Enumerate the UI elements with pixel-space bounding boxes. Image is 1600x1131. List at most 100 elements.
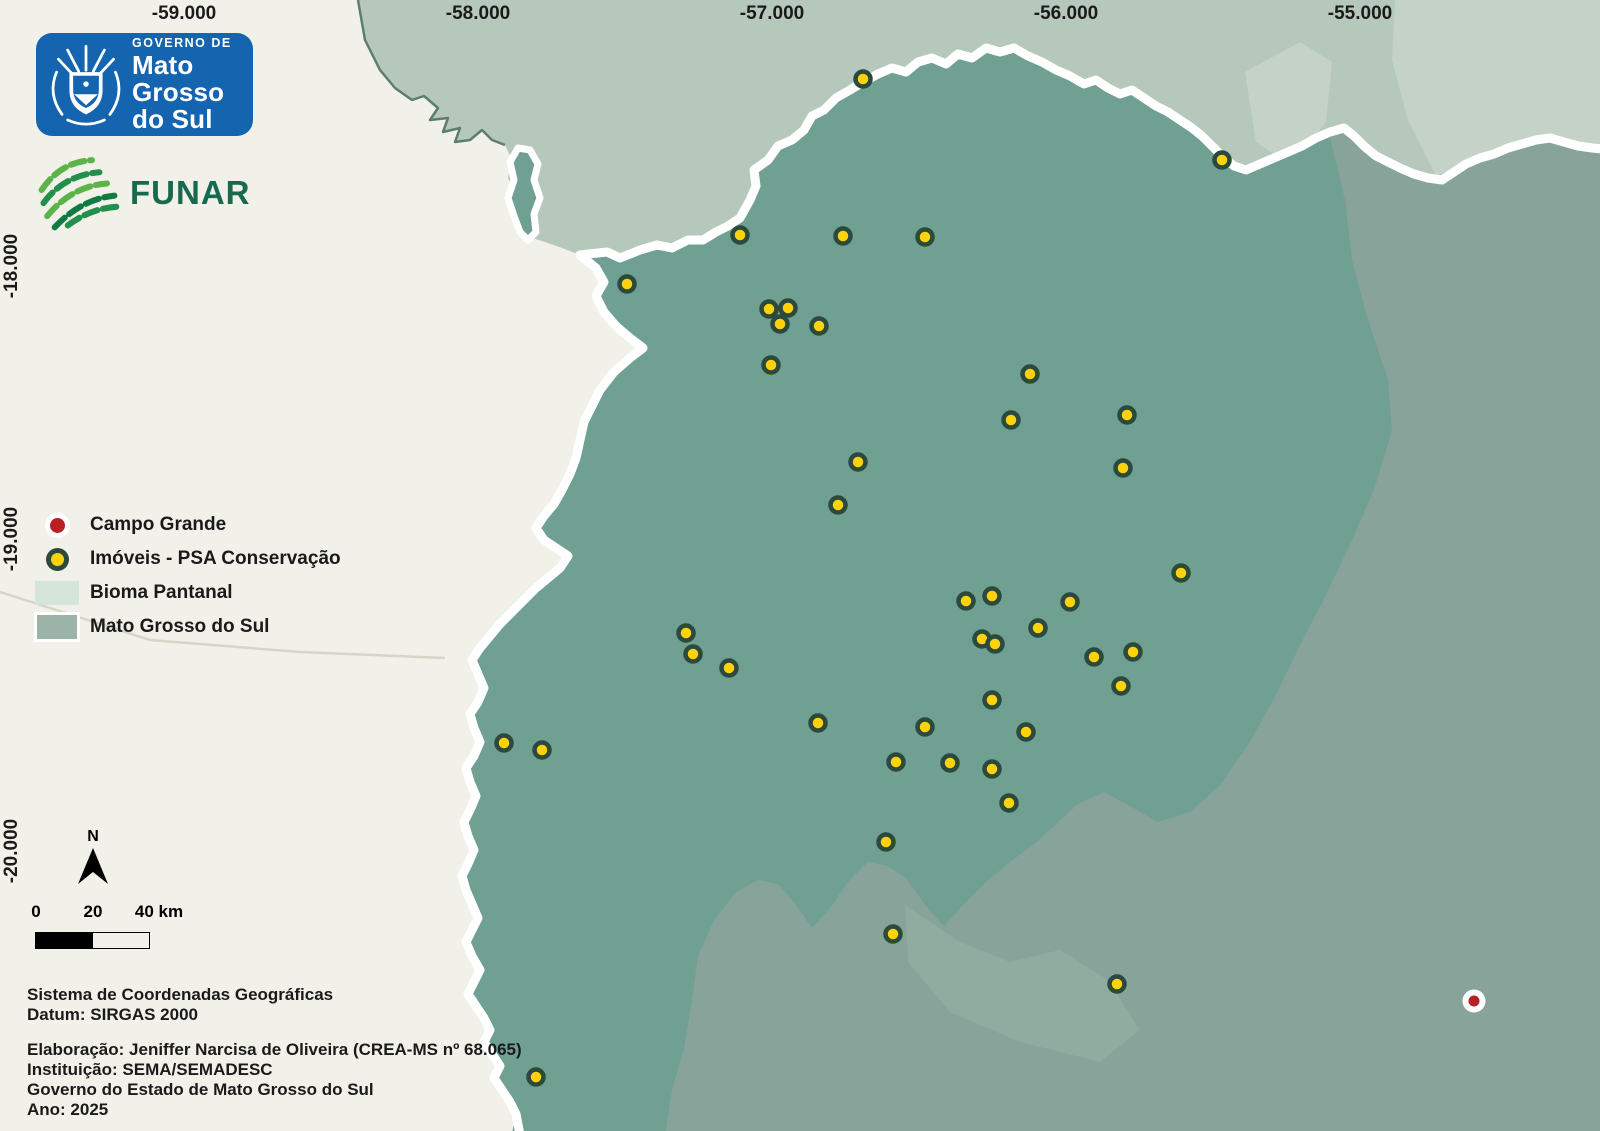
psa-conservation-point (1113, 458, 1133, 478)
legend-label: Campo Grande (90, 514, 227, 535)
psa-conservation-point (833, 226, 853, 246)
psa-conservation-point (985, 634, 1005, 654)
scale-bar-graphic (35, 932, 150, 949)
region-pale-light-blob (1245, 42, 1332, 166)
campo-grande-point (1462, 989, 1486, 1013)
axis-left-label: -18.000 (1, 233, 22, 299)
psa-conservation-point (532, 740, 552, 760)
scale-bar-tick: 40 km (134, 902, 184, 921)
axis-left-label: -19.000 (1, 506, 22, 572)
legend: Campo Grande Imóveis - PSA Conservação Bio… (34, 508, 341, 644)
psa-conservation-point (1028, 618, 1048, 638)
axis-top-label: -58.000 (445, 3, 511, 24)
funar-logo-icon (38, 157, 120, 231)
axis-left-label: -20.000 (1, 818, 22, 884)
psa-conservation-point (759, 299, 779, 319)
legend-label: Imóveis - PSA Conservação (90, 548, 341, 569)
gov-logo-line3: do Sul (132, 104, 213, 135)
point-red-icon (49, 517, 65, 533)
psa-conservation-point (719, 658, 739, 678)
psa-conservation-point (1016, 722, 1036, 742)
credit-line: Instituição: SEMA/SEMADESC (27, 1060, 273, 1079)
psa-conservation-point (940, 753, 960, 773)
north-arrow-icon (78, 848, 108, 884)
psa-conservation-point (1001, 410, 1021, 430)
psa-conservation-point (848, 452, 868, 472)
axis-top-label: -57.000 (739, 3, 805, 24)
psa-conservation-point (1020, 364, 1040, 384)
psa-conservation-point (1123, 642, 1143, 662)
psa-conservation-point (809, 316, 829, 336)
gov-logo-kicker: GOVERNO DE (132, 35, 232, 50)
psa-conservation-point (982, 690, 1002, 710)
psa-conservation-point (526, 1067, 546, 1087)
scale-bar: 0 20 40 km (27, 902, 187, 949)
campo-grande-layer (1462, 989, 1486, 1013)
psa-conservation-point (956, 591, 976, 611)
psa-conservation-point (1212, 150, 1232, 170)
state-border (457, 43, 1600, 1131)
axis-top-label: -55.000 (1327, 3, 1393, 24)
psa-conservation-point (915, 717, 935, 737)
ms-coat-of-arms-icon (51, 44, 121, 125)
credit-line: Datum: SIRGAS 2000 (27, 1005, 198, 1024)
credit-line: Ano: 2025 (27, 1100, 109, 1119)
psa-conservation-point (761, 355, 781, 375)
psa-conservation-point (915, 227, 935, 247)
gov-logo-line1: Mato (132, 50, 194, 81)
axis-top-label: -56.000 (1033, 3, 1099, 24)
point-yellow-icon (50, 552, 64, 566)
psa-conservation-point (683, 644, 703, 664)
psa-conservation-point (853, 69, 873, 89)
psa-conservation-point (778, 298, 798, 318)
legend-item-swatch-ms: Mato Grosso do Sul (34, 610, 341, 644)
map-credits: Sistema de Coordenadas Geográficas Datum:… (27, 985, 522, 1120)
psa-conservation-point (770, 314, 790, 334)
psa-conservation-point (1060, 592, 1080, 612)
scale-bar-black-segment (36, 933, 93, 948)
swatch-ms-icon (34, 612, 80, 642)
legend-item-swatch-bioma: Bioma Pantanal (34, 576, 341, 610)
psa-conservation-point (982, 586, 1002, 606)
credit-line: Governo do Estado de Mato Grosso do Sul (27, 1080, 374, 1099)
axis-top-label: -59.000 (151, 3, 217, 24)
scale-bar-tick: 20 (83, 902, 103, 921)
psa-conservation-point (617, 274, 637, 294)
psa-conservation-point (883, 924, 903, 944)
psa-conservation-point (1084, 647, 1104, 667)
legend-item-point-yellow: Imóveis - PSA Conservação (34, 542, 341, 576)
psa-conservation-point (808, 713, 828, 733)
psa-conservation-point (730, 225, 750, 245)
swatch-bioma-icon (35, 581, 79, 605)
legend-item-point-red: Campo Grande (34, 508, 341, 542)
psa-conservation-point (828, 495, 848, 515)
psa-points-layer (494, 69, 1232, 1087)
north-arrow-label: N (87, 828, 99, 845)
psa-conservation-point (1171, 563, 1191, 583)
region-gray-light-lobe (905, 905, 1140, 1062)
psa-conservation-point (999, 793, 1019, 813)
psa-conservation-point (982, 759, 1002, 779)
psa-conservation-point (1107, 974, 1127, 994)
region-pale-light-east (1392, 0, 1600, 176)
psa-conservation-point (886, 752, 906, 772)
region-state-outside-bioma (664, 130, 1600, 1131)
credit-line: Sistema de Coordenadas Geográficas (27, 985, 334, 1004)
legend-label: Mato Grosso do Sul (90, 616, 270, 637)
psa-conservation-point (1111, 676, 1131, 696)
scale-bar-tick: 0 (31, 902, 41, 921)
psa-conservation-point (1117, 405, 1137, 425)
legend-marker-swatch-bioma (34, 581, 80, 605)
funar-logo-text: FUNAR (130, 174, 251, 211)
legend-marker-swatch-ms (34, 612, 80, 642)
legend-marker-point-red (34, 517, 80, 533)
legend-label: Bioma Pantanal (90, 582, 233, 603)
psa-conservation-point (676, 623, 696, 643)
governo-ms-logo: GOVERNO DE Mato Grosso do Sul (36, 33, 253, 136)
scale-bar-ticks: 0 20 40 km (27, 902, 187, 924)
north-arrow: N (70, 828, 116, 886)
gov-logo-line2: Grosso (132, 77, 225, 108)
state-peninsula (504, 144, 544, 244)
